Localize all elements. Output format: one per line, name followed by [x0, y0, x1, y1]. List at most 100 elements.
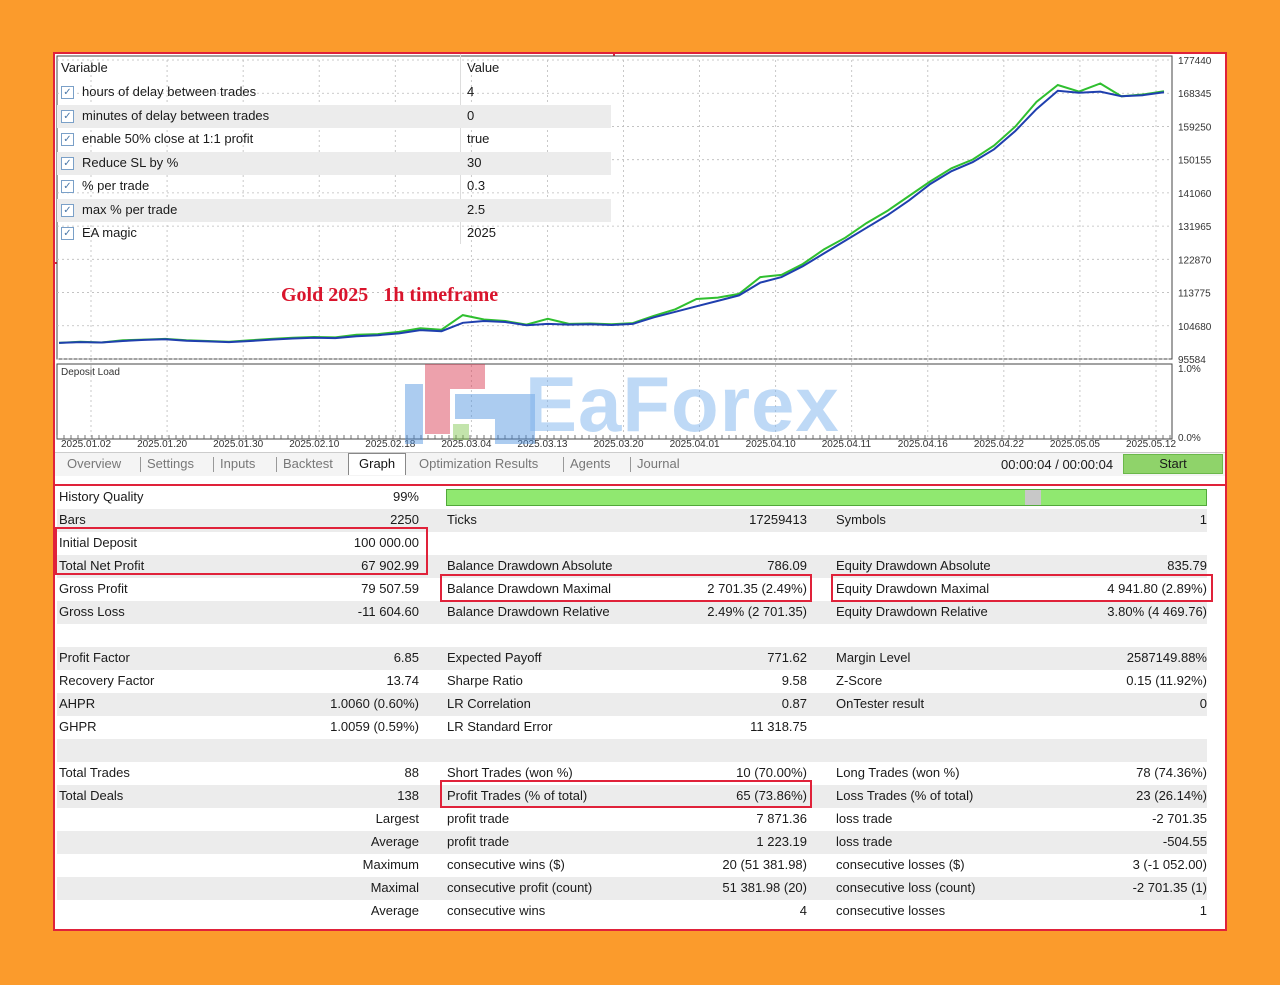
tab-settings[interactable]: Settings: [147, 456, 194, 471]
y-tick-label: 177440: [1178, 56, 1212, 67]
input-value[interactable]: 0.3: [467, 178, 486, 193]
checkbox-icon[interactable]: ✓: [61, 156, 74, 170]
input-value[interactable]: 2025: [467, 225, 496, 240]
input-name: Reduce SL by %: [82, 154, 179, 170]
metric-label: Balance Drawdown Absolute: [447, 558, 613, 573]
x-tick-label: 2025.02.18: [365, 439, 415, 450]
report-row: Average profit trade 1 223.19 loss trade -50…: [57, 831, 1207, 854]
deposit-tick-label: 1.0%: [1178, 364, 1201, 375]
x-tick-label: 2025.01.20: [137, 439, 187, 450]
metric-value: 10 (70.00%): [736, 765, 807, 780]
input-row[interactable]: ✓ enable 50% close at 1:1 profit true: [57, 128, 611, 151]
x-tick-label: 2025.03.13: [517, 439, 567, 450]
checkbox-icon[interactable]: ✓: [61, 203, 74, 217]
input-row[interactable]: ✓ EA magic 2025: [57, 222, 611, 245]
metric-label: Margin Level: [836, 650, 911, 665]
input-row[interactable]: ✓ Reduce SL by % 30: [57, 151, 611, 175]
input-value[interactable]: 4: [467, 84, 475, 99]
report-row: Gross Profit 79 507.59 Balance Drawdown Ma…: [57, 578, 1207, 601]
y-tick-label: 122870: [1178, 255, 1212, 266]
input-value[interactable]: 2.5: [467, 201, 486, 217]
x-tick-label: 2025.03.20: [594, 439, 644, 450]
checkbox-icon[interactable]: ✓: [61, 227, 74, 240]
column-header-variable: Variable: [61, 60, 108, 75]
tab-optimization-results[interactable]: Optimization Results: [419, 456, 539, 471]
metric-label: Long Trades (won %): [836, 765, 960, 780]
column-header-value: Value: [467, 60, 500, 75]
metric-value: 79 507.59: [361, 581, 419, 596]
metric-value: 3 (-1 052.00): [1132, 857, 1207, 872]
checkbox-icon[interactable]: ✓: [61, 109, 74, 123]
metric-value: 88: [404, 765, 419, 780]
strategy-tester-graph-window: 177440 168345 159250 150155 141060 131965 1228…: [53, 52, 1227, 486]
elapsed-timer: 00:00:04 / 00:00:04: [1001, 457, 1114, 472]
history-quality-bar: [446, 489, 1207, 506]
history-quality-gap: [1025, 490, 1041, 505]
metric-label: Total Trades: [59, 765, 130, 780]
x-tick-label: 2025.04.22: [974, 439, 1024, 450]
x-tick-label: 2025.04.11: [822, 439, 872, 450]
input-value[interactable]: true: [467, 131, 490, 146]
metric-value: 23 (26.14%): [1136, 788, 1207, 803]
tab-separator: [563, 457, 564, 472]
metric-value: 0.87: [781, 696, 807, 711]
x-tick-label: 2025.03.04: [441, 439, 491, 450]
y-tick-label: 141060: [1178, 189, 1212, 200]
metric-value: 4: [799, 903, 807, 918]
metric-value: 0: [1199, 696, 1207, 711]
metric-value: 6.85: [393, 650, 419, 665]
report-row: Average consecutive wins 4 consecutive loss…: [57, 900, 1207, 923]
metric-value: -2 701.35: [1152, 811, 1207, 826]
tab-graph[interactable]: Graph: [348, 453, 407, 475]
metric-value: 1.0059 (0.59%): [330, 719, 419, 734]
metric-value: 2 701.35 (2.49%): [707, 581, 807, 596]
metric-value: 1.0060 (0.60%): [330, 696, 419, 711]
y-tick-label: 150155: [1178, 156, 1212, 167]
metric-label: loss trade: [836, 811, 893, 826]
metric-value: 771.62: [767, 650, 807, 665]
metric-label: LR Correlation: [447, 696, 531, 711]
metric-label: consecutive profit (count): [447, 880, 593, 895]
metric-label: Gross Profit: [59, 581, 128, 596]
input-row[interactable]: ✓ minutes of delay between trades 0: [57, 104, 611, 128]
column-divider: [460, 54, 461, 244]
input-row[interactable]: ✓ hours of delay between trades 4: [57, 81, 611, 104]
checkbox-icon[interactable]: ✓: [61, 86, 74, 99]
x-tick-label: 2025.05.05: [1050, 439, 1100, 450]
metric-value: 11 318.75: [750, 719, 807, 734]
metric-label: Equity Drawdown Absolute: [836, 558, 991, 573]
input-name: % per trade: [82, 178, 150, 193]
metric-label: GHPR: [59, 719, 97, 734]
metric-label: profit trade: [447, 811, 510, 826]
metric-label: Short Trades (won %): [447, 765, 573, 780]
metric-value: 99%: [392, 489, 419, 504]
metric-label: Balance Drawdown Relative: [447, 604, 610, 619]
input-row[interactable]: ✓ % per trade 0.3: [57, 175, 611, 198]
metric-label: Equity Drawdown Relative: [836, 604, 988, 619]
start-button[interactable]: Start: [1123, 454, 1223, 474]
checkbox-icon[interactable]: ✓: [61, 133, 74, 146]
tab-agents[interactable]: Agents: [570, 456, 611, 471]
metric-label: Ticks: [447, 512, 477, 527]
metric-value: -11 604.60: [357, 604, 419, 619]
tab-separator: [276, 457, 277, 472]
metric-label: consecutive wins: [447, 903, 546, 918]
report-row: Maximum consecutive wins ($) 20 (51 381.98…: [57, 854, 1207, 877]
input-value[interactable]: 30: [467, 154, 482, 170]
tab-backtest[interactable]: Backtest: [283, 456, 333, 471]
input-name: max % per trade: [82, 201, 178, 217]
input-name: minutes of delay between trades: [82, 107, 270, 123]
metric-label: Bars: [59, 512, 86, 527]
checkbox-icon[interactable]: ✓: [61, 180, 74, 193]
input-value[interactable]: 0: [467, 107, 475, 123]
deposit-tick-label: 0.0%: [1178, 433, 1201, 444]
input-row[interactable]: ✓ max % per trade 2.5: [57, 198, 611, 222]
metric-label: OnTester result: [836, 696, 925, 711]
tab-inputs[interactable]: Inputs: [220, 456, 256, 471]
tab-overview[interactable]: Overview: [67, 456, 122, 471]
tab-journal[interactable]: Journal: [637, 456, 680, 471]
metric-value: 2250: [390, 512, 419, 527]
tab-separator: [213, 457, 214, 472]
metric-label: Loss Trades (% of total): [836, 788, 974, 803]
balance-equity-chart: 177440 168345 159250 150155 141060 131965 1228…: [56, 55, 1212, 450]
